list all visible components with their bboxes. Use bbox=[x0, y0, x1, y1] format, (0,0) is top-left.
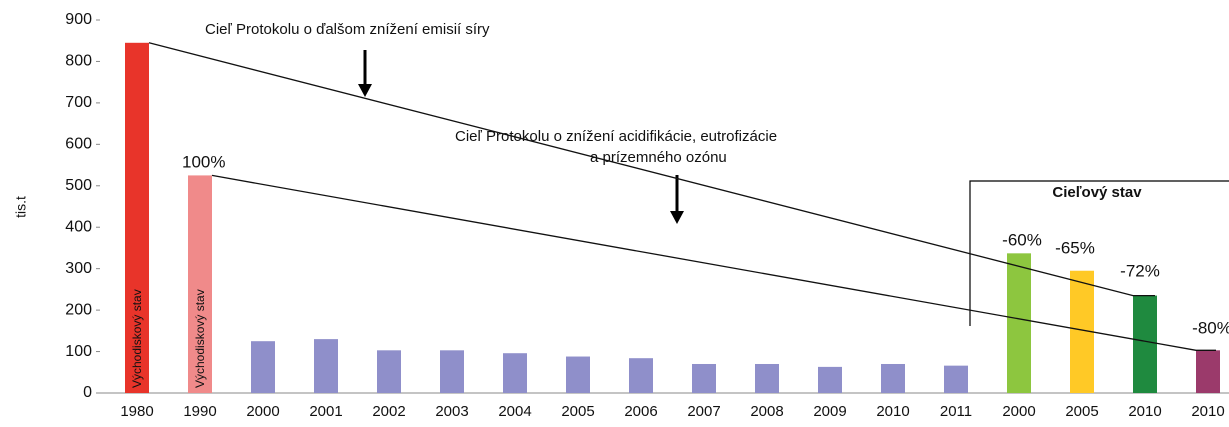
x-tick-label: 2005 bbox=[1065, 403, 1098, 420]
bar bbox=[692, 363, 716, 393]
bar bbox=[566, 356, 590, 393]
y-tick-label: 900 bbox=[65, 11, 92, 28]
y-tick-label: 800 bbox=[65, 53, 92, 70]
annotation: -72% bbox=[1120, 261, 1160, 280]
bar bbox=[1007, 253, 1031, 393]
trend-line bbox=[148, 42, 1155, 297]
bar bbox=[125, 42, 149, 394]
x-tick-label: 2010 bbox=[876, 403, 909, 420]
x-tick-label: 2011 bbox=[940, 403, 972, 420]
bar bbox=[755, 363, 779, 393]
y-tick-label: 600 bbox=[65, 136, 92, 153]
x-tick-label: 2000 bbox=[246, 403, 279, 420]
bar bbox=[818, 366, 842, 393]
x-tick-label: 2001 bbox=[309, 403, 342, 420]
y-tick-label: 400 bbox=[65, 218, 92, 235]
arrow-head bbox=[670, 211, 684, 224]
bar bbox=[1133, 295, 1157, 393]
x-tick-label: 2006 bbox=[624, 403, 657, 420]
annotation: a prízemného ozónu bbox=[590, 149, 727, 166]
annotation: Cieľ Protokolu o znížení acidifikácie, e… bbox=[455, 128, 777, 145]
y-axis-label: tis.t bbox=[13, 196, 29, 218]
bar bbox=[881, 363, 905, 393]
annotation: -60% bbox=[1002, 230, 1042, 249]
bar bbox=[314, 339, 338, 393]
annotation: Cieľ Protokolu o ďalšom znížení emisií s… bbox=[205, 21, 490, 38]
x-tick-label: 2005 bbox=[561, 403, 594, 420]
y-tick-label: 500 bbox=[65, 177, 92, 194]
x-tick-label: 2007 bbox=[687, 403, 720, 420]
bar bbox=[377, 350, 401, 393]
x-tick-label: 1980 bbox=[120, 403, 153, 420]
annotation: 100% bbox=[182, 152, 225, 171]
annotation: Cieľový stav bbox=[1052, 184, 1142, 201]
x-tick-label: 2010 bbox=[1128, 403, 1161, 420]
bracket bbox=[969, 180, 1229, 326]
bar-label: Východiskový stav bbox=[193, 289, 207, 388]
bar bbox=[440, 350, 464, 393]
x-tick-label: 2009 bbox=[813, 403, 846, 420]
bar bbox=[629, 358, 653, 393]
y-tick-label: 0 bbox=[83, 384, 92, 401]
bar bbox=[503, 353, 527, 393]
bar-label: Východiskový stav bbox=[130, 289, 144, 388]
y-tick-label: 200 bbox=[65, 301, 92, 318]
bar bbox=[188, 175, 212, 393]
y-tick-label: 700 bbox=[65, 94, 92, 111]
y-tick-label: 100 bbox=[65, 343, 92, 360]
annotation: -65% bbox=[1055, 238, 1095, 257]
arrow-head bbox=[358, 84, 372, 97]
x-tick-label: 2004 bbox=[498, 403, 531, 420]
y-tick-label: 300 bbox=[65, 260, 92, 277]
trend-line bbox=[211, 174, 1216, 351]
x-tick-label: 2002 bbox=[372, 403, 405, 420]
bar bbox=[944, 365, 968, 393]
x-tick-label: 2010 bbox=[1191, 403, 1224, 420]
bar bbox=[251, 341, 275, 393]
x-tick-label: 2003 bbox=[435, 403, 468, 420]
x-tick-label: 2000 bbox=[1002, 403, 1035, 420]
bar bbox=[1196, 350, 1220, 393]
x-tick-label: 2008 bbox=[750, 403, 783, 420]
x-tick-label: 1990 bbox=[183, 403, 216, 420]
annotation: -80% bbox=[1192, 318, 1229, 337]
